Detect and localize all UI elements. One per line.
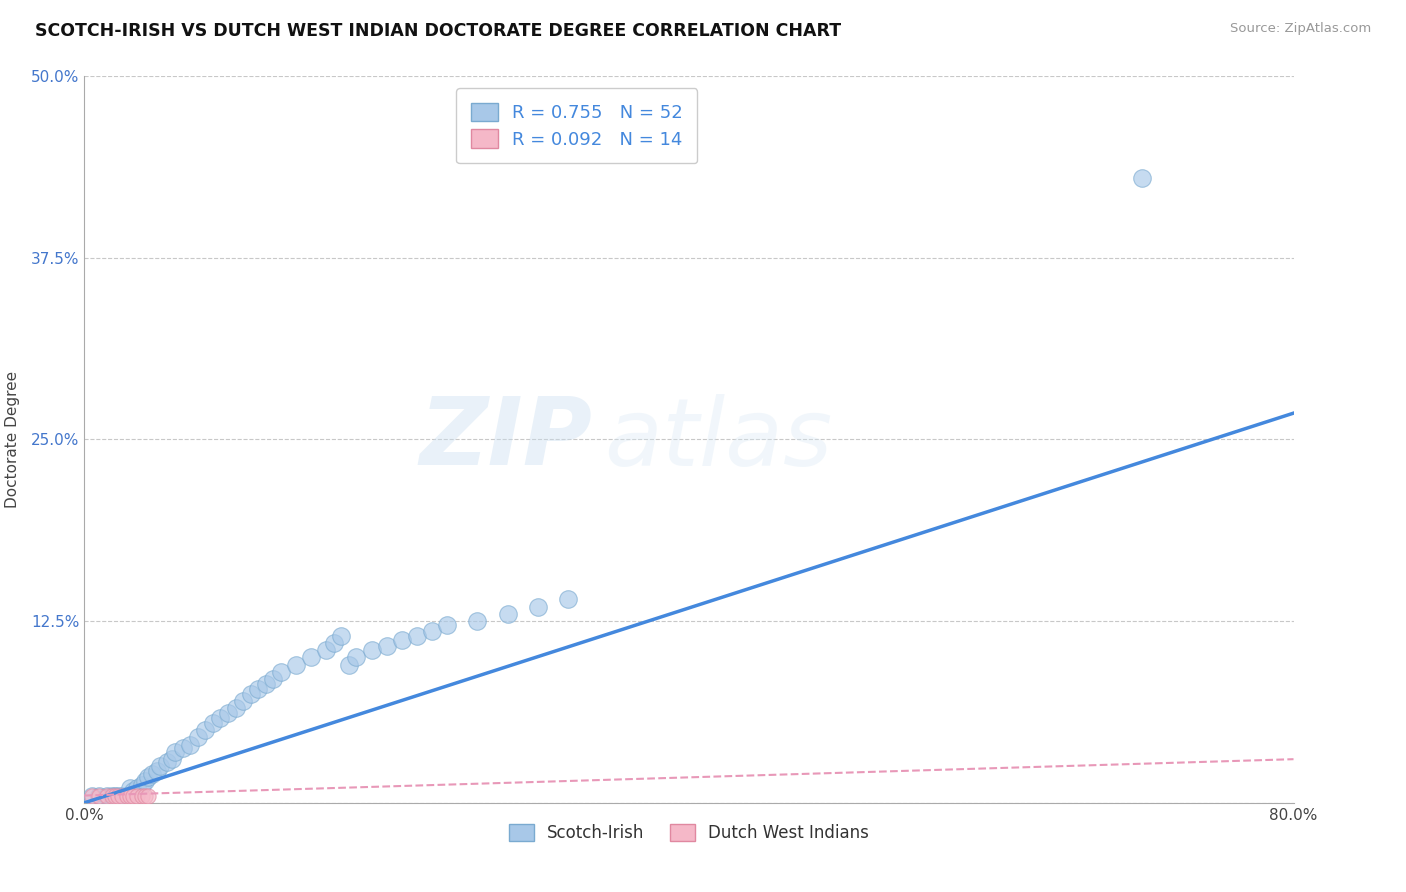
Point <box>165 745 187 759</box>
Point <box>322 636 344 650</box>
Point <box>262 672 284 686</box>
Point <box>115 789 138 803</box>
Point <box>121 784 143 798</box>
Point <box>131 778 153 792</box>
Point <box>134 774 156 789</box>
Point <box>107 789 129 803</box>
Point <box>136 789 159 803</box>
Point <box>239 687 262 701</box>
Point <box>299 650 322 665</box>
Point <box>179 738 201 752</box>
Point <box>1130 170 1153 185</box>
Point <box>330 629 353 643</box>
Point <box>375 639 398 653</box>
Point <box>146 764 169 778</box>
Point <box>254 676 277 690</box>
Text: SCOTCH-IRISH VS DUTCH WEST INDIAN DOCTORATE DEGREE CORRELATION CHART: SCOTCH-IRISH VS DUTCH WEST INDIAN DOCTOR… <box>35 22 841 40</box>
Point <box>121 789 143 803</box>
Point <box>346 650 368 665</box>
Point <box>406 629 429 643</box>
Point <box>96 789 118 803</box>
Point <box>134 789 156 803</box>
Point <box>270 665 292 679</box>
Point <box>115 789 138 803</box>
Point <box>496 607 519 621</box>
Point <box>160 752 183 766</box>
Point <box>104 789 127 803</box>
Point <box>217 706 239 720</box>
Point <box>225 701 247 715</box>
Point <box>557 592 579 607</box>
Point <box>80 789 103 803</box>
Text: Source: ZipAtlas.com: Source: ZipAtlas.com <box>1230 22 1371 36</box>
Point <box>111 789 134 803</box>
Text: ZIP: ZIP <box>419 393 592 485</box>
Point <box>136 770 159 784</box>
Point <box>118 781 141 796</box>
Point <box>420 624 443 639</box>
Point <box>247 682 270 697</box>
Point <box>89 789 111 803</box>
Point <box>360 643 382 657</box>
Point <box>111 789 134 803</box>
Point <box>232 694 254 708</box>
Point <box>100 789 122 803</box>
Point <box>436 618 458 632</box>
Point <box>118 789 141 803</box>
Point <box>391 632 413 647</box>
Point <box>172 740 194 755</box>
Point <box>104 789 127 803</box>
Point <box>285 657 308 672</box>
Point <box>149 759 172 773</box>
Point <box>187 731 209 745</box>
Point <box>527 599 550 614</box>
Point <box>337 657 360 672</box>
Point <box>201 715 224 730</box>
Point <box>156 755 179 769</box>
Text: atlas: atlas <box>605 393 832 485</box>
Point <box>131 789 153 803</box>
Point <box>141 766 163 780</box>
Point <box>89 789 111 803</box>
Point <box>315 643 337 657</box>
Point <box>127 789 149 803</box>
Legend: Scotch-Irish, Dutch West Indians: Scotch-Irish, Dutch West Indians <box>502 817 876 849</box>
Point <box>100 789 122 803</box>
Point <box>80 789 103 803</box>
Point <box>194 723 217 737</box>
Point <box>96 789 118 803</box>
Point <box>127 781 149 796</box>
Point <box>467 614 489 628</box>
Point <box>107 789 129 803</box>
Point <box>209 711 232 725</box>
Y-axis label: Doctorate Degree: Doctorate Degree <box>4 371 20 508</box>
